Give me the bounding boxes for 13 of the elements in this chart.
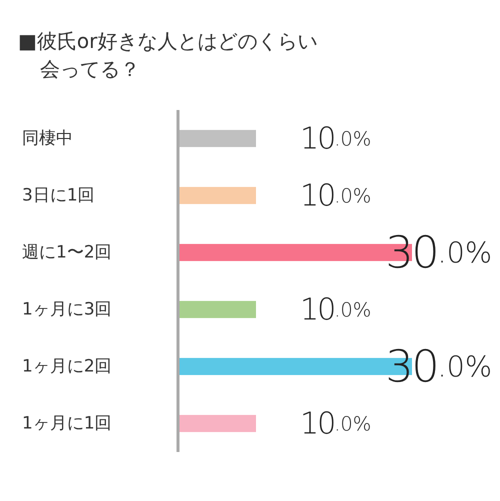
y-tick-label: 同棲中 [22,128,73,148]
chart-title: ■彼氏or好きな人とはどのくらい会ってる？ [18,29,318,81]
y-tick-label: 1ヶ月に3回 [22,300,112,320]
y-tick-label: 週に1〜2回 [22,242,112,262]
y-tick-label: 1ヶ月に2回 [22,356,112,376]
y-tick-label: 3日に1回 [22,186,95,206]
data-label: 30.0% [386,341,492,392]
data-label: 10.0% [300,178,372,213]
data-label: 10.0% [300,121,372,156]
data-label: 30.0% [386,227,492,278]
data-label: 10.0% [300,292,372,327]
y-tick-label: 1ヶ月に1回 [22,414,112,434]
data-label: 10.0% [300,406,372,441]
